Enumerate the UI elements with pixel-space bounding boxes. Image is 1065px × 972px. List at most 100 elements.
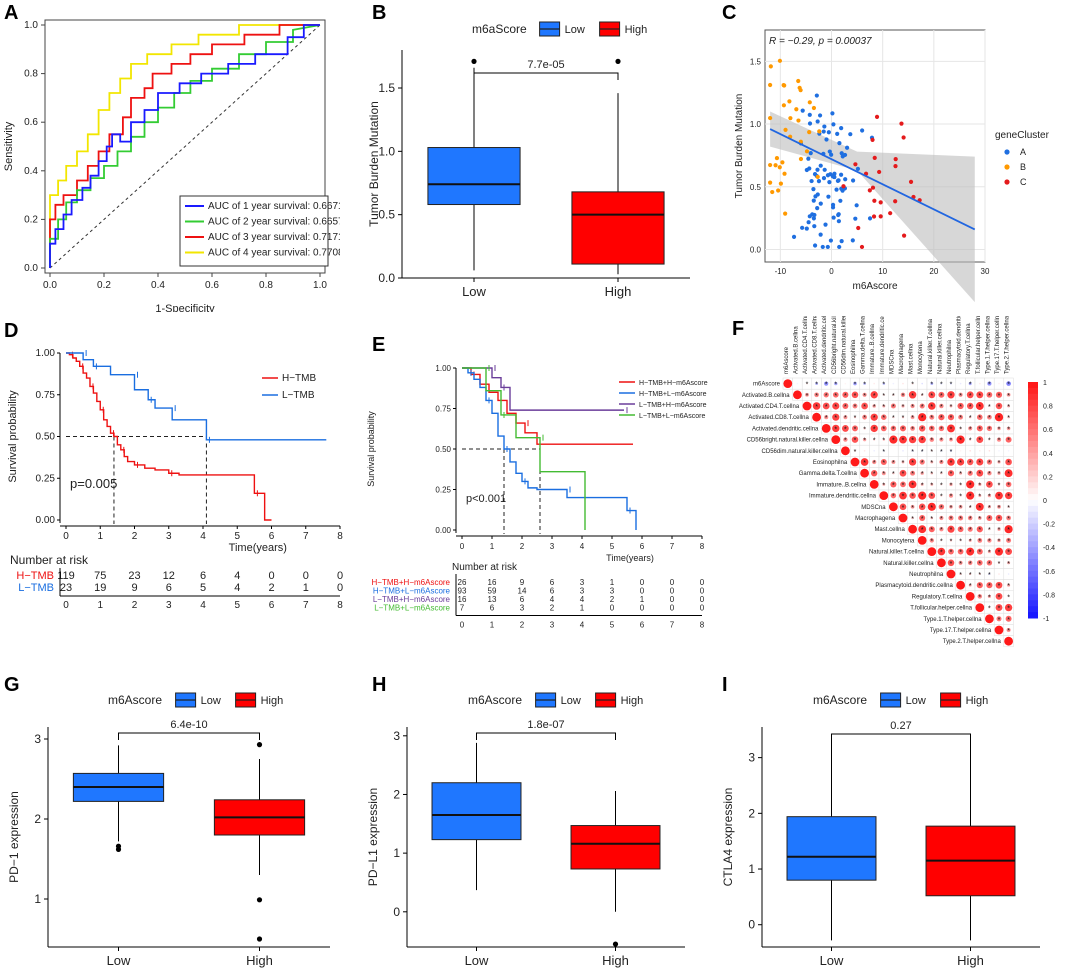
y-tick-label: 1.00 (435, 364, 451, 373)
x-axis-label: Time(years) (606, 553, 654, 563)
significance-mark: * (806, 393, 809, 400)
colorbar-segment (1028, 517, 1038, 525)
significance-mark: * (911, 494, 914, 501)
significance-mark: * (902, 404, 905, 411)
significance-mark: * (1007, 516, 1010, 523)
significance-mark: * (940, 438, 943, 445)
significance-mark: * (998, 550, 1001, 557)
column-label: Activated.B.cellna (793, 326, 799, 374)
risk-value: 0 (640, 587, 645, 596)
box-high (571, 191, 665, 265)
correlation-dot (978, 494, 982, 498)
correlation-dot (958, 560, 963, 565)
correlation-dot (976, 526, 983, 533)
significance-mark: * (892, 393, 895, 400)
y-axis-label: Sensitivity (3, 121, 15, 171)
correlation-dot (929, 437, 935, 442)
correlation-dot (949, 482, 953, 487)
correlation-dot (940, 450, 943, 452)
significance-mark: * (940, 426, 943, 433)
correlation-dot (918, 413, 927, 422)
risk-row-label: L−TMB+L−m6Ascore (374, 604, 450, 613)
row-label: T.follicular.helper.cellna (910, 606, 972, 612)
colorbar-segment (1028, 594, 1038, 601)
scatter-point-b (770, 189, 775, 195)
legend-label: L−TMB+L−m6Ascore (639, 413, 705, 420)
colorbar-segment (1028, 387, 1038, 395)
correlation-dot (958, 504, 963, 509)
correlation-dot (806, 382, 808, 385)
correlation-dot (948, 548, 954, 555)
correlation-dot (873, 382, 875, 385)
ctla4-boxplot: m6Ascore Low High 0 1 2 3 Low High CTLA4 expressi… (721, 692, 1040, 968)
significance-mark: * (978, 572, 981, 579)
correlation-dot (892, 416, 895, 419)
risk-value: 9 (131, 582, 137, 594)
scatter-point-a (828, 238, 833, 243)
colorbar-tick-label: -0.4 (1043, 545, 1055, 552)
significance-mark: * (978, 527, 981, 534)
x-tick-label-low: Low (107, 953, 131, 968)
correlation-dot (987, 505, 992, 509)
significance-mark: * (921, 415, 924, 422)
significance-mark: * (911, 516, 914, 523)
colorbar-segment (1028, 529, 1038, 536)
correlation-dot (872, 404, 876, 408)
significance-mark: * (825, 415, 828, 422)
significance-mark: * (988, 583, 991, 590)
x-tick-label-high: High (605, 284, 632, 299)
legend-label: AUC of 1 year survival: 0.6671 (208, 201, 340, 212)
scatter-point-c (888, 211, 893, 216)
significance-mark: * (940, 505, 943, 512)
correlation-dot (997, 460, 1001, 464)
correlation-dot (959, 539, 962, 542)
correlation-dot (977, 516, 982, 520)
correlation-dot (928, 425, 935, 432)
scatter-point-a (826, 194, 831, 199)
y-tick-label: 0 (393, 905, 400, 919)
scatter-point-a (838, 198, 843, 203)
x-tick-label: 3 (550, 542, 555, 551)
colorbar-segment (1028, 535, 1038, 542)
correlation-dot (860, 468, 869, 478)
correlation-dot (853, 416, 857, 419)
correlation-dot (901, 416, 905, 419)
x-tick-label-low: Low (820, 953, 844, 968)
correlation-dot (1006, 515, 1011, 521)
significance-mark: * (998, 527, 1001, 534)
correlation-dot (928, 391, 936, 399)
correlation-dot (882, 404, 886, 408)
correlation-annotation: R = −0.29, p = 0.00037 (769, 36, 872, 47)
pdl1-boxplot: m6Ascore Low High 0 1 2 3 Low High PD−L1 expressi… (366, 692, 685, 968)
significance-mark: * (930, 505, 933, 512)
correlation-dot (939, 403, 944, 409)
scatter-point-a (811, 187, 816, 192)
risk-x-tick-label: 1 (490, 621, 495, 630)
panel-letter-c: C (722, 2, 737, 24)
correlation-dot (940, 472, 943, 475)
significance-mark: * (988, 382, 991, 389)
significance-mark: * (988, 494, 991, 501)
colorbar-tick-label: -0.6 (1043, 569, 1055, 576)
significance-mark: * (998, 516, 1001, 523)
scatter-point-a (844, 145, 850, 150)
correlation-dot (854, 449, 856, 452)
scatter-point-a (835, 131, 840, 136)
significance-mark: * (988, 438, 991, 445)
significance-mark: * (988, 482, 991, 489)
significance-mark: * (950, 527, 953, 534)
correlation-dot (938, 425, 945, 432)
correlation-dot (947, 424, 955, 433)
legend-label: H−TMB (282, 373, 317, 384)
p-value-label: 0.27 (890, 720, 911, 732)
colorbar-segment (1028, 476, 1038, 483)
x-tick-label: 1.0 (313, 280, 327, 291)
significance-mark: * (911, 415, 914, 422)
risk-value: 2 (550, 604, 555, 613)
scatter-point-a (817, 113, 823, 118)
correlation-dot (928, 492, 936, 499)
correlation-dot (956, 435, 965, 444)
correlation-dot (969, 438, 972, 441)
scatter-point-c (870, 185, 876, 190)
correlation-dot (938, 391, 945, 398)
